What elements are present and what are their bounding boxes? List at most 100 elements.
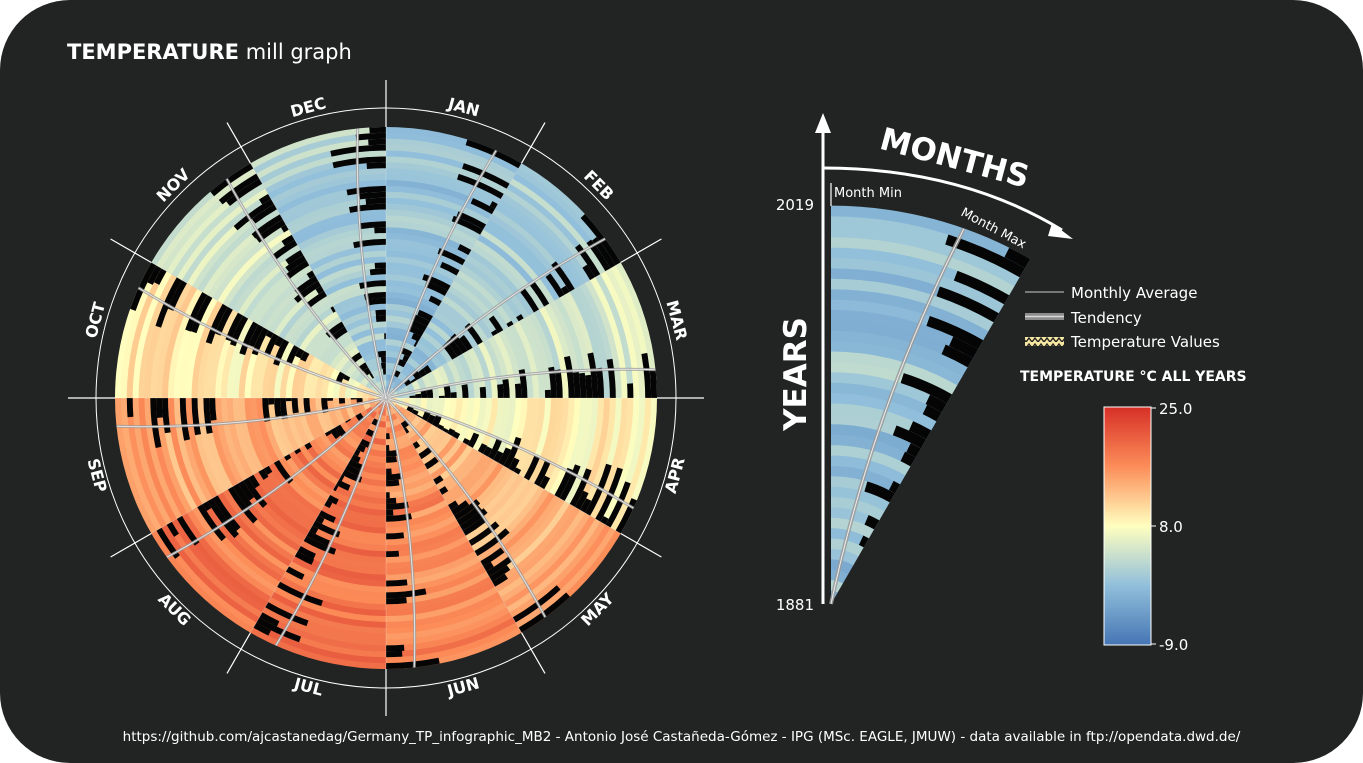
sector-ring-gap <box>534 459 552 487</box>
sector-ring <box>149 280 187 398</box>
sector-ring-gap <box>380 362 386 369</box>
sector-ring-gap <box>386 468 392 476</box>
sector-ring-gap <box>424 456 439 470</box>
sector-ring <box>347 321 386 337</box>
sector-ring <box>477 398 499 455</box>
sector-ring <box>309 525 386 552</box>
wedge-ring <box>831 299 984 350</box>
sector-ring-gap <box>649 369 657 398</box>
sector-ring <box>605 268 646 398</box>
sector-ring <box>138 274 177 398</box>
sector-ring <box>386 438 413 452</box>
sector-ring <box>386 161 504 199</box>
sector-ring-gap <box>578 372 587 398</box>
years-axis-label: YEARS <box>778 317 814 432</box>
sector-ring <box>314 436 348 470</box>
sector-ring-gap <box>450 500 470 516</box>
month-label-may: MAY <box>577 589 618 630</box>
sector-ring-gap <box>335 479 351 492</box>
sector-ring <box>386 494 446 517</box>
wedge-ring-gap <box>949 336 979 359</box>
sector-ring-gap <box>225 178 263 206</box>
sector-ring-gap <box>365 197 386 205</box>
sector-ring <box>321 505 386 529</box>
sector-ring <box>319 331 351 363</box>
sector-ring-gap <box>306 530 330 547</box>
month-divider-inner <box>151 262 387 399</box>
sector-ring-gap <box>256 617 301 643</box>
sector-ring <box>386 525 463 552</box>
sector-ring-gap <box>190 294 213 334</box>
sector-ring <box>326 494 386 517</box>
sector-ring-gap <box>479 386 487 398</box>
sector-ring <box>270 591 386 629</box>
sector-ring <box>244 398 269 469</box>
sector-ring <box>283 454 330 501</box>
sector-ring <box>339 421 363 445</box>
wedge-ring-gap <box>900 372 953 404</box>
sector-ring <box>386 179 496 215</box>
sector-ring-gap <box>386 433 390 440</box>
sector-ring <box>500 512 591 603</box>
sector-ring-gap <box>294 275 319 295</box>
sector-ring <box>427 439 463 475</box>
sector-ring <box>497 198 586 287</box>
sector-ring <box>303 535 386 564</box>
sector-ring <box>467 347 487 398</box>
sector-ring-gap <box>474 528 510 557</box>
monthly-average-line-jun <box>385 397 416 668</box>
sector-ring <box>386 127 522 169</box>
sector-ring <box>500 193 591 284</box>
wedge-ring <box>831 392 937 431</box>
sector-ring <box>250 398 274 466</box>
sector-ring-gap <box>491 329 499 337</box>
sector-ring-gap <box>283 454 292 462</box>
wedge-ring <box>831 496 885 521</box>
sector-ring <box>386 209 481 240</box>
sector-ring <box>386 214 478 245</box>
sector-ring <box>585 398 623 516</box>
sector-ring-gap <box>548 366 558 398</box>
sector-ring <box>288 451 333 496</box>
sector-ring-gap <box>233 198 275 231</box>
month-divider <box>520 122 546 164</box>
sector-ring <box>497 509 586 598</box>
wedge-ring <box>831 351 958 395</box>
sector-ring <box>115 262 157 398</box>
sector-ring-gap <box>382 368 386 375</box>
sector-ring <box>273 285 325 337</box>
month-label-nov: NOV <box>153 164 194 205</box>
month-label-jan: JAN <box>445 94 482 121</box>
month-divider <box>620 532 662 558</box>
sector-ring <box>115 398 157 534</box>
sector-ring-gap <box>368 138 386 146</box>
sector-ring <box>539 306 569 398</box>
sector-ring <box>253 471 313 531</box>
sector-ring-gap <box>572 371 581 398</box>
sector-ring <box>267 338 290 398</box>
sector-ring-gap <box>394 369 401 378</box>
sector-ring-gap <box>554 467 574 499</box>
sector-ring-gap <box>363 291 386 300</box>
legend-label-temperature-values: Temperature Values <box>1070 333 1220 351</box>
sector-ring <box>279 344 300 398</box>
month-label-feb: FEB <box>580 166 618 204</box>
sector-ring <box>309 439 345 475</box>
months-axis-arc <box>822 166 1063 232</box>
sector-ring <box>326 368 341 398</box>
sector-ring <box>186 509 275 598</box>
sector-ring <box>539 398 569 490</box>
sector-ring <box>220 315 249 398</box>
sector-ring-gap <box>411 409 419 416</box>
sector-ring-gap <box>258 468 269 481</box>
sector-ring-gap <box>286 344 300 364</box>
month-sector-mar <box>385 262 657 400</box>
footer-credits: https://github.com/ajcastanedag/Germany_… <box>122 729 1241 745</box>
sector-ring-gap <box>402 354 410 363</box>
sector-ring <box>353 332 386 347</box>
wedge-ring <box>831 278 994 332</box>
sector-ring-gap <box>386 472 404 481</box>
sector-ring <box>386 297 437 317</box>
sector-ring-gap <box>579 498 592 514</box>
sector-ring-gap <box>513 467 522 475</box>
